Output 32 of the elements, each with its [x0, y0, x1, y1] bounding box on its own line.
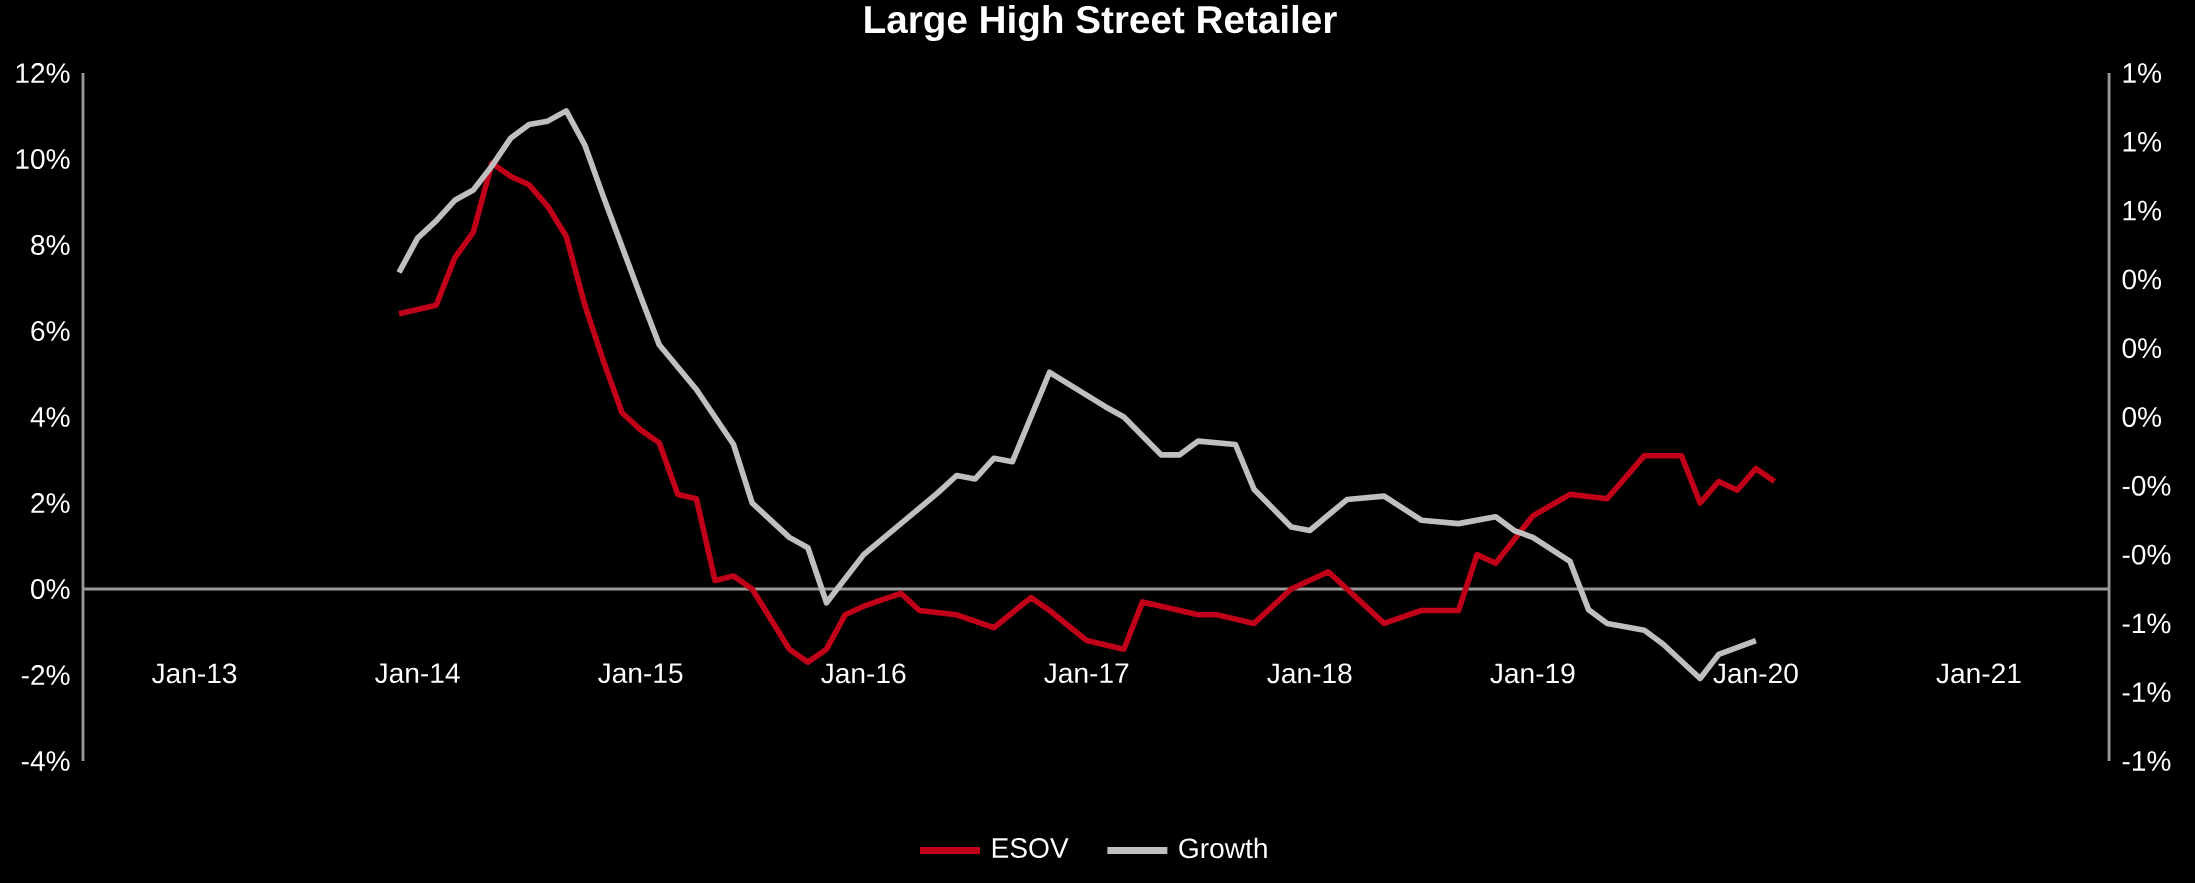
y-tick-label: -2%	[21, 665, 70, 685]
x-tick-label: Jan-16	[821, 663, 906, 684]
x-tick-label: Jan-21	[1936, 663, 2021, 684]
y-tick-label: 4%	[30, 407, 70, 427]
y2-tick-label: -1%	[2122, 613, 2171, 634]
legend-label: ESOV	[992, 838, 1069, 858]
y2-tick-label: -0%	[2122, 475, 2171, 496]
y2-tick-label: 0%	[2122, 269, 2162, 290]
x-tick-label: Jan-18	[1267, 663, 1352, 684]
y-tick-label: 6%	[31, 321, 70, 341]
y-tick-label: 2%	[31, 493, 70, 513]
y2-tick-label: -1%	[2122, 682, 2171, 703]
y-tick-label: -4%	[21, 751, 70, 771]
x-tick-label: Jan-19	[1490, 663, 1575, 684]
x-tick-label: Jan-20	[1713, 663, 1798, 684]
legend-label: Growth	[1179, 837, 1267, 859]
x-tick-label: Jan-13	[151, 663, 237, 684]
y2-tick-label: -0%	[2122, 544, 2171, 565]
y2-tick-label: 0%	[2122, 338, 2162, 359]
y2-tick-label: -1%	[2122, 751, 2171, 771]
y2-tick-label: 1%	[2123, 200, 2162, 221]
chart-title: Large High Street Retailer	[865, 4, 1337, 42]
y-tick-label: 8%	[31, 235, 70, 255]
x-tick-label: Jan-14	[375, 663, 460, 684]
y-tick-label: 12%	[16, 63, 70, 83]
x-tick-label: Jan-15	[598, 663, 683, 684]
y2-tick-label: 1%	[2123, 131, 2162, 152]
y2-tick-label: 0%	[2122, 407, 2162, 427]
y-tick-label: 10%	[16, 149, 70, 169]
y-tick-label: 0%	[31, 579, 70, 599]
y2-tick-label: 1%	[2123, 63, 2162, 83]
x-tick-label: Jan-17	[1044, 663, 1129, 684]
